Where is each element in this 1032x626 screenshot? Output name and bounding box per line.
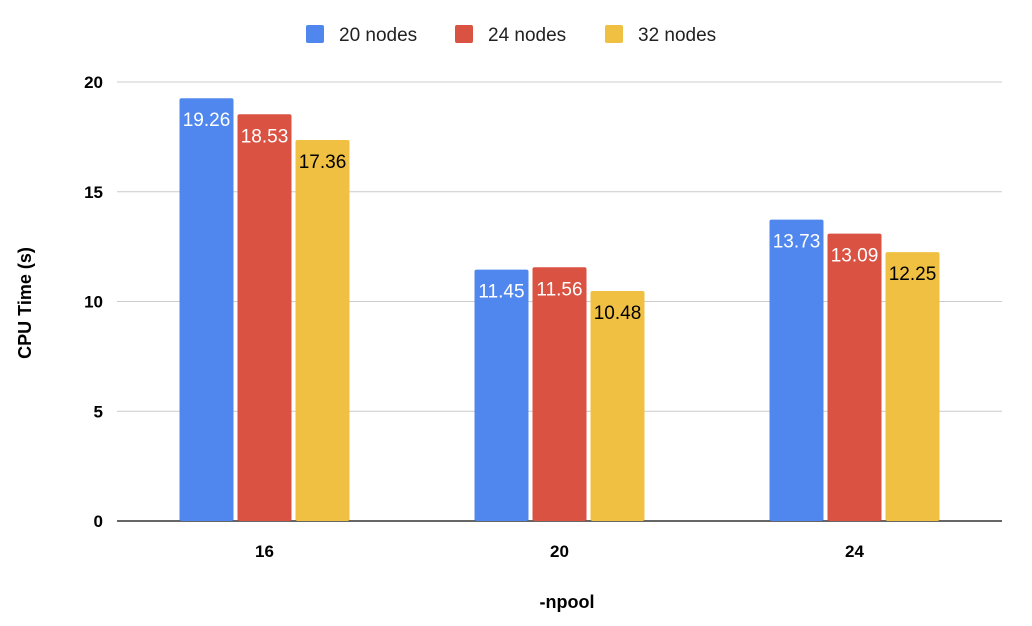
y-tick-label: 10 [84,293,103,312]
bar-value-label: 18.53 [241,126,289,147]
bar [532,267,587,521]
legend-item: 20 nodes [306,25,417,46]
bar-value-label: 13.09 [831,246,879,267]
y-tick-label: 0 [94,512,103,531]
legend-item: 32 nodes [605,25,716,46]
legend-label: 24 nodes [488,25,566,46]
x-axis-ticks: 16 20 24 [255,542,864,561]
legend-label: 20 nodes [339,25,417,46]
x-axis-title: -npool [540,592,595,612]
bar-value-label: 11.56 [536,279,582,300]
bar-value-label: 10.48 [594,303,642,324]
y-tick-label: 15 [84,183,103,202]
y-axis-title: CPU Time (s) [15,247,35,359]
bar [827,233,882,521]
bar-value-label: 13.73 [773,232,821,253]
bar [295,139,350,521]
legend-swatch [605,25,623,43]
bar-value-label: 12.25 [889,264,937,285]
bar [590,290,645,521]
bar-value-label: 11.45 [478,282,524,303]
bar-value-label: 19.26 [183,110,231,131]
x-tick-label: 24 [845,542,864,561]
bar [769,219,824,521]
y-axis-ticks: 0 5 10 15 20 [84,73,103,531]
legend-label: 32 nodes [638,25,716,46]
legend-swatch [455,25,473,43]
bar [885,252,940,522]
bar [237,114,292,521]
bar [179,98,234,522]
legend-item: 24 nodes [455,25,566,46]
x-tick-label: 16 [255,542,274,561]
bar-value-label: 17.36 [299,152,347,173]
legend: 20 nodes 24 nodes 32 nodes [306,25,716,46]
bar [474,269,529,521]
legend-swatch [306,25,324,43]
y-tick-label: 20 [84,73,103,92]
bars: 19.26 18.53 17.36 11.45 11.56 10.48 13.73 13.09… [179,98,940,522]
x-tick-label: 20 [550,542,569,561]
y-tick-label: 5 [94,402,103,421]
